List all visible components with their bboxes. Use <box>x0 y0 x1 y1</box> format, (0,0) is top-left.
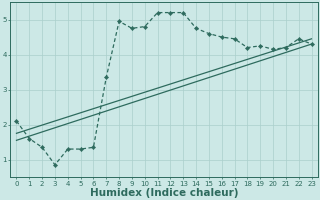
X-axis label: Humidex (Indice chaleur): Humidex (Indice chaleur) <box>90 188 238 198</box>
